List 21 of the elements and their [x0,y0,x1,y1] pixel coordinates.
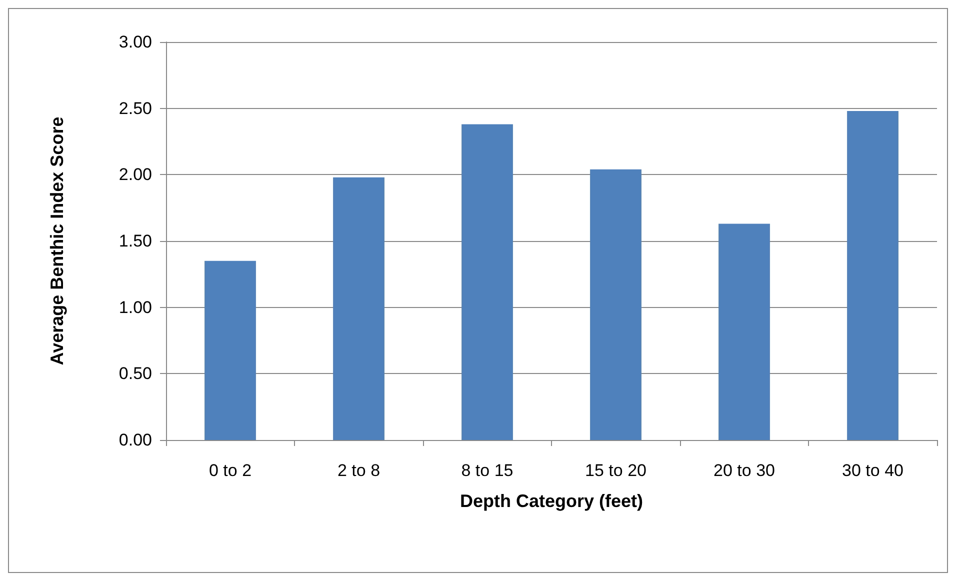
x-tick-label: 2 to 8 [337,461,380,480]
bar [590,169,642,440]
bar [847,110,898,440]
x-tick-label: 8 to 15 [461,461,514,480]
bar [462,124,513,440]
y-tick-label: 1.50 [118,232,152,250]
x-tick-label: 30 to 40 [842,461,904,480]
bar [204,260,256,440]
y-axis-title: Average Benthic Index Score [47,116,67,366]
y-tick-label: 2.50 [118,98,152,118]
bar [718,224,770,440]
y-tick-label: 2.00 [118,165,152,184]
bar [333,177,384,440]
y-tick-label: 3.00 [118,32,152,52]
x-tick-label: 0 to 2 [208,461,252,480]
y-tick-label: 0.00 [118,430,152,450]
y-tick-label: 1.00 [118,298,152,317]
x-tick-label: 20 to 30 [714,461,775,480]
y-tick-label: 0.50 [118,364,152,384]
x-tick-label: 15 to 20 [585,461,646,480]
x-axis-title: Depth Category (feet) [460,491,644,511]
